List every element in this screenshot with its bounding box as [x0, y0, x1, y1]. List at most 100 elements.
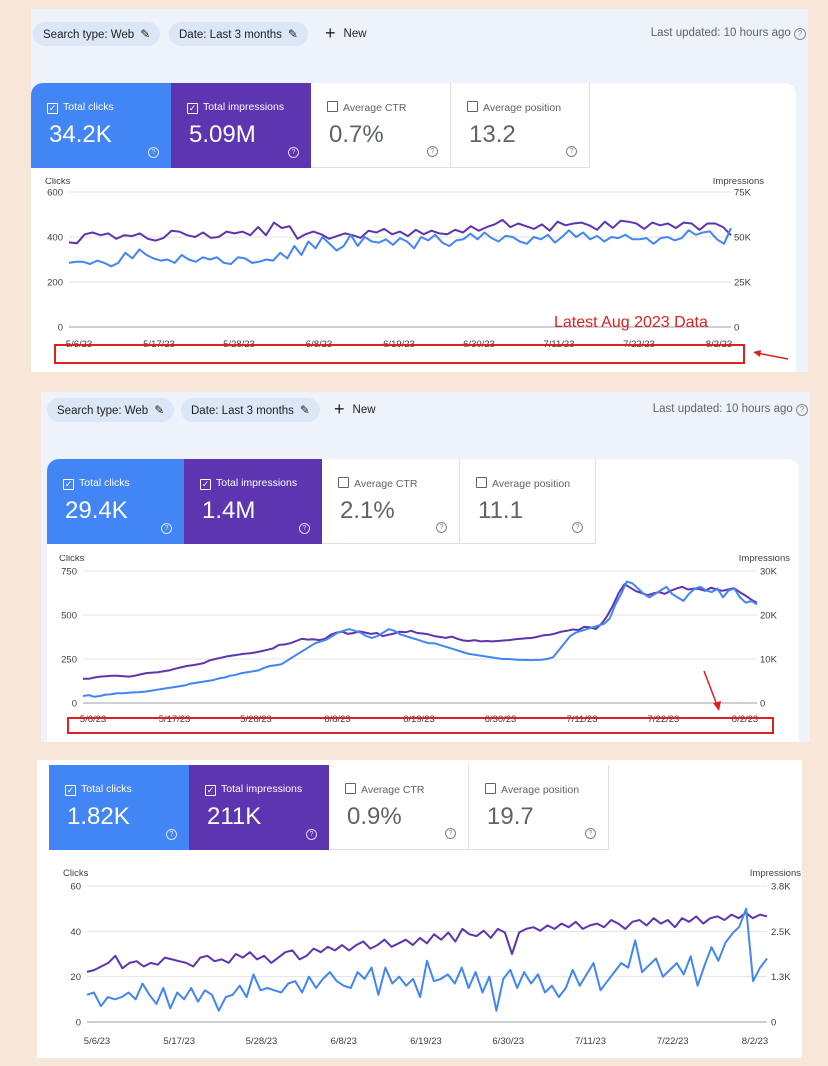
x-tick-label: 8/2/23: [732, 714, 758, 725]
report-panel-3: ✓ Total clicks 1.82K ? ✓ Total impressions…: [37, 760, 802, 1058]
y-right-tick-label: 1.3K: [771, 972, 791, 983]
x-tick-label: 5/6/23: [84, 1036, 110, 1047]
checkbox-unchecked-icon: [327, 101, 338, 112]
help-icon[interactable]: ?: [166, 829, 177, 840]
checkbox-checked-icon: ✓: [187, 103, 198, 114]
y-right-tick-label: 0: [771, 1018, 776, 1029]
metric-tile-clicks[interactable]: ✓ Total clicks 29.4K ?: [47, 459, 184, 544]
pencil-icon: ✎: [140, 27, 151, 41]
y-right-tick-label: 75K: [734, 188, 752, 199]
x-tick-label: 8/2/23: [742, 1036, 768, 1047]
metric-tile-clicks[interactable]: ✓ Total clicks 1.82K ?: [49, 765, 189, 850]
checkbox-checked-icon: ✓: [65, 785, 76, 796]
metric-tile-position[interactable]: Average position 19.7 ?: [469, 765, 609, 850]
report-panel-2: Search type: Web ✎ Date: Last 3 months ✎ +…: [41, 392, 810, 742]
help-icon[interactable]: ?: [436, 522, 447, 533]
help-icon[interactable]: ?: [585, 828, 596, 839]
new-filter-button[interactable]: + New: [325, 21, 367, 46]
y-right-tick-label: 20K: [760, 611, 778, 622]
help-icon[interactable]: ?: [306, 829, 317, 840]
metric-value: 0.9%: [347, 803, 402, 830]
y-left-tick-label: 0: [58, 323, 63, 334]
y-right-axis-title: Impressions: [750, 868, 801, 879]
pencil-icon: ✎: [287, 27, 298, 41]
clicks-line: [82, 580, 758, 698]
metric-tile-ctr[interactable]: Average CTR 0.9% ?: [329, 765, 469, 850]
pencil-icon: ✎: [154, 403, 165, 417]
y-right-tick-label: 0: [734, 323, 739, 334]
y-left-tick-label: 20: [70, 972, 81, 983]
y-left-tick-label: 750: [61, 567, 77, 578]
metric-tile-impressions[interactable]: ✓ Total impressions 5.09M ?: [171, 83, 311, 168]
metric-tile-impressions[interactable]: ✓ Total impressions 1.4M ?: [184, 459, 322, 544]
x-tick-label: 5/17/23: [163, 1036, 195, 1047]
help-icon[interactable]: ?: [427, 146, 438, 157]
date-range-chip[interactable]: Date: Last 3 months ✎: [169, 22, 308, 46]
metric-label: Average position: [492, 478, 571, 490]
y-left-tick-label: 250: [61, 655, 77, 666]
performance-card: ✓ Total clicks 29.4K ? ✓ Total impressions…: [47, 459, 799, 742]
x-tick-label: 5/28/23: [240, 714, 272, 725]
checkbox-unchecked-icon: [345, 783, 356, 794]
x-tick-label: 5/17/23: [159, 714, 191, 725]
metric-tile-ctr[interactable]: Average CTR 2.1% ?: [322, 459, 460, 544]
metric-tile-impressions[interactable]: ✓ Total impressions 211K ?: [189, 765, 329, 850]
help-icon[interactable]: ?: [445, 828, 456, 839]
checkbox-checked-icon: ✓: [47, 103, 58, 114]
metric-tile-ctr[interactable]: Average CTR 0.7% ?: [311, 83, 451, 168]
y-right-axis-title: Impressions: [713, 178, 764, 187]
x-tick-label: 7/11/23: [567, 714, 598, 725]
date-range-label: Date: Last 3 months: [179, 29, 282, 41]
plus-icon: +: [325, 23, 336, 43]
metric-value: 19.7: [487, 803, 534, 830]
y-right-tick-label: 3.8K: [771, 882, 791, 893]
y-right-tick-label: 0: [760, 699, 765, 710]
metric-tile-clicks[interactable]: ✓ Total clicks 34.2K ?: [31, 83, 171, 168]
metric-tile-position[interactable]: Average position 11.1 ?: [460, 459, 596, 544]
y-left-tick-label: 0: [76, 1018, 81, 1029]
date-range-chip[interactable]: Date: Last 3 months ✎: [181, 398, 320, 422]
metric-label: Average CTR: [343, 102, 407, 114]
arrow-icon: [753, 350, 789, 360]
x-tick-label: 6/8/23: [331, 1036, 357, 1047]
x-tick-label: 7/11/23: [575, 1036, 606, 1047]
x-tick-label: 6/30/23: [485, 714, 517, 725]
performance-card: ✓ Total clicks 1.82K ? ✓ Total impressions…: [49, 765, 802, 1058]
filter-bar: Search type: Web ✎ Date: Last 3 months ✎ +…: [41, 392, 810, 438]
last-updated-text: Last updated: 10 hours ago: [652, 403, 793, 415]
metric-label: Total impressions: [216, 477, 298, 489]
help-icon[interactable]: ?: [796, 404, 808, 416]
highlight-box: [67, 717, 774, 734]
help-icon[interactable]: ?: [288, 147, 299, 158]
annotation-text: Latest Aug 2023 Data: [554, 314, 708, 331]
x-tick-label: 5/6/23: [80, 714, 106, 725]
help-icon[interactable]: ?: [148, 147, 159, 158]
metric-tile-position[interactable]: Average position 13.2 ?: [451, 83, 590, 168]
help-icon[interactable]: ?: [299, 523, 310, 534]
search-type-chip[interactable]: Search type: Web ✎: [33, 22, 161, 46]
y-left-tick-label: 200: [47, 278, 63, 289]
checkbox-unchecked-icon: [476, 477, 487, 488]
y-left-tick-label: 60: [70, 882, 81, 893]
y-left-tick-label: 400: [47, 233, 63, 244]
impressions-line: [83, 583, 758, 680]
search-type-chip[interactable]: Search type: Web ✎: [47, 398, 175, 422]
help-icon[interactable]: ?: [566, 146, 577, 157]
y-right-axis-title: Impressions: [739, 555, 790, 564]
checkbox-unchecked-icon: [467, 101, 478, 112]
highlight-box: [54, 344, 745, 364]
checkbox-checked-icon: ✓: [200, 479, 211, 490]
help-icon[interactable]: ?: [572, 522, 583, 533]
help-icon[interactable]: ?: [161, 523, 172, 534]
x-tick-label: 7/22/23: [648, 714, 680, 725]
y-left-tick-label: 40: [70, 927, 81, 938]
metric-value: 29.4K: [65, 497, 128, 524]
metric-label: Average CTR: [361, 784, 425, 796]
x-tick-label: 5/28/23: [246, 1036, 278, 1047]
impressions-line: [68, 218, 732, 245]
y-right-tick-label: 2.5K: [771, 927, 791, 938]
new-filter-button[interactable]: + New: [334, 397, 376, 422]
metric-value: 1.82K: [67, 803, 130, 830]
help-icon[interactable]: ?: [794, 28, 806, 40]
